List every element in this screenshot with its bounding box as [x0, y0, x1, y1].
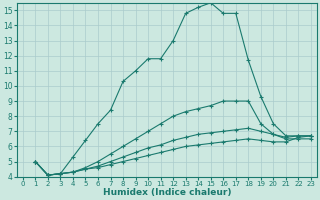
- X-axis label: Humidex (Indice chaleur): Humidex (Indice chaleur): [103, 188, 231, 197]
